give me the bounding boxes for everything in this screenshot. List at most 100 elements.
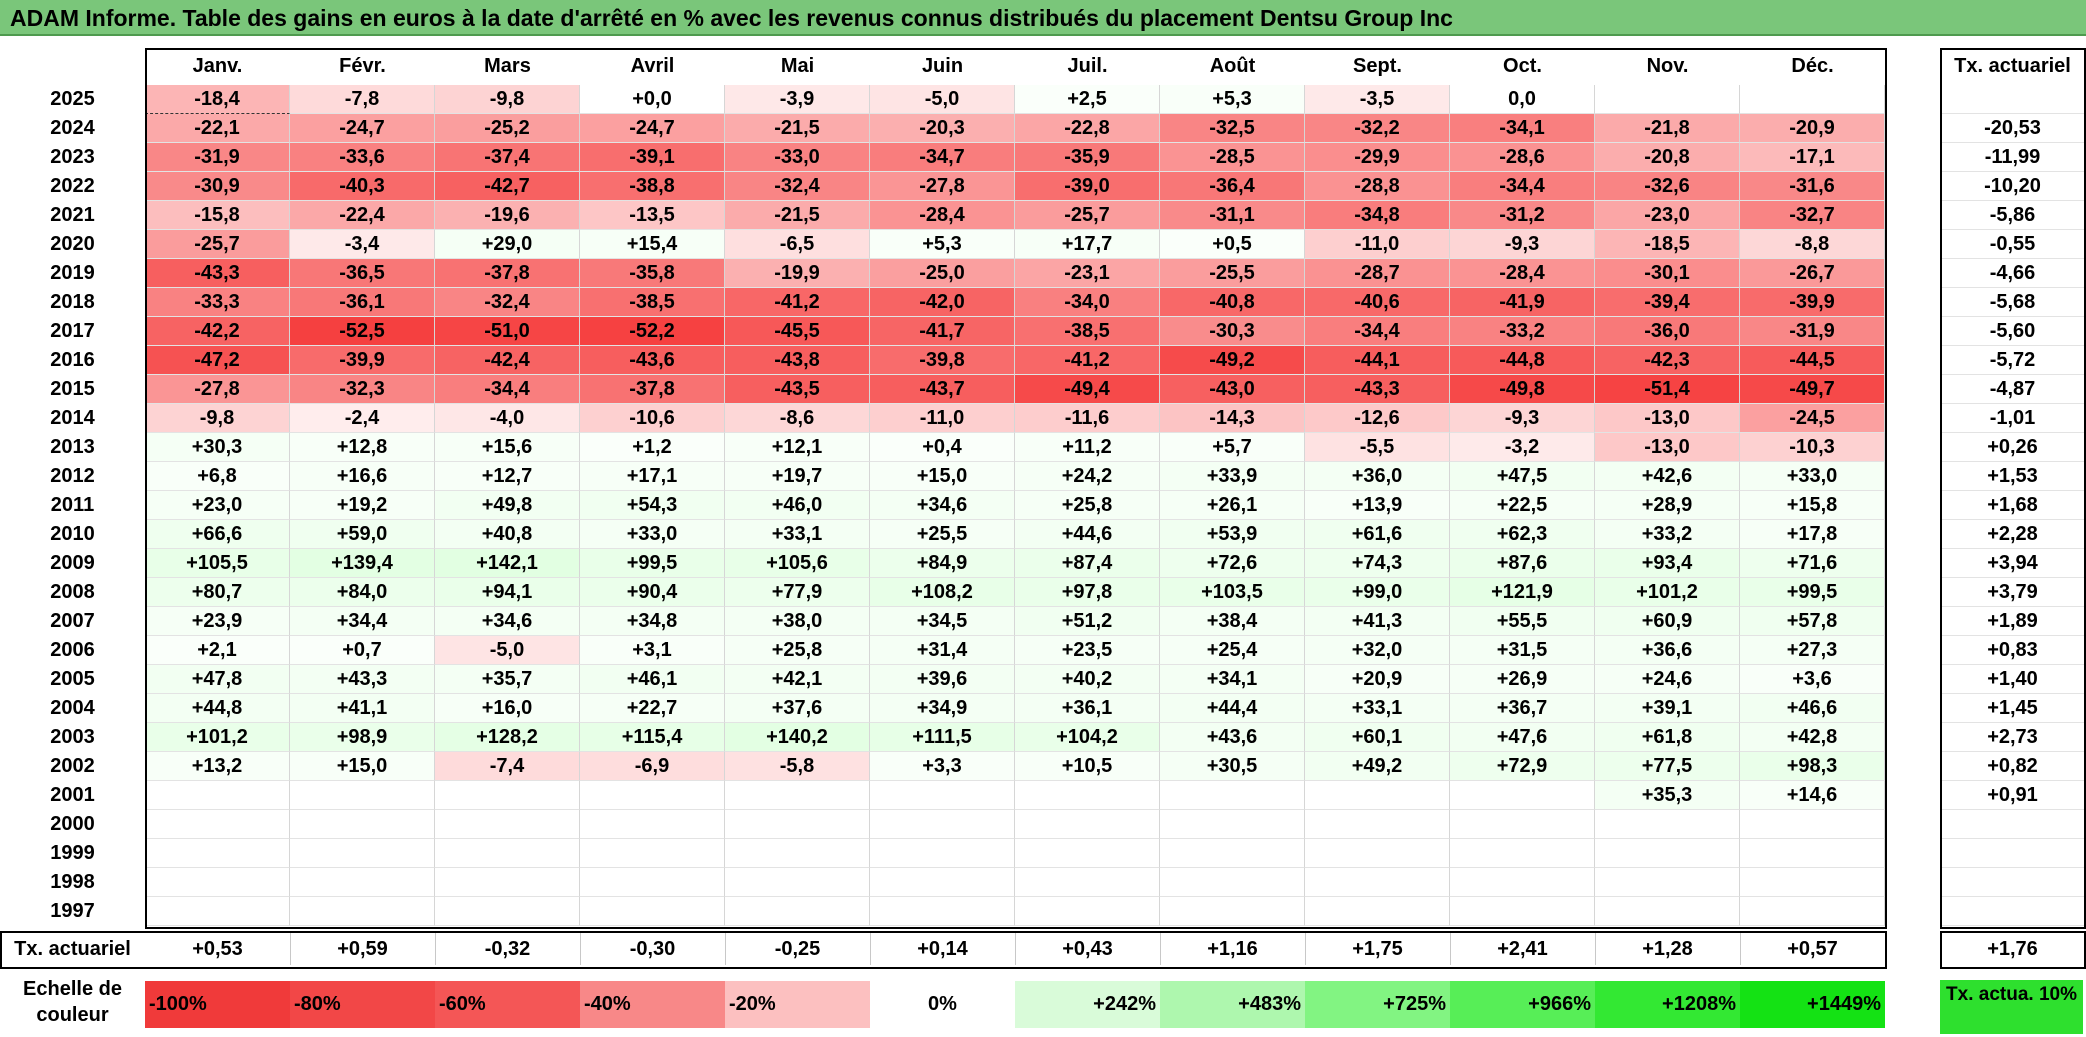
table-cell: +33,2 [1595, 520, 1740, 549]
table-cell: -20,3 [870, 114, 1015, 143]
table-cell: +31,5 [1450, 636, 1595, 665]
rate-cell: -0,55 [1940, 230, 2085, 259]
table-cell: +77,5 [1595, 752, 1740, 781]
scale-step: -100% [145, 981, 290, 1028]
rate-cell: +0,91 [1940, 781, 2085, 810]
year-label: 2019 [50, 262, 95, 284]
table-cell: +36,0 [1305, 462, 1450, 491]
table-cell: -34,7 [870, 143, 1015, 172]
table-cell: -4,0 [435, 404, 580, 433]
rate-cell: -5,60 [1940, 317, 2085, 346]
table-cell: +42,8 [1740, 723, 1885, 752]
table-cell: +84,9 [870, 549, 1015, 578]
year-label: 2001 [50, 784, 95, 806]
month-header: Mai [780, 55, 815, 77]
table-cell: -34,4 [435, 375, 580, 404]
table-cell: -38,8 [580, 172, 725, 201]
table-cell: +74,3 [1305, 549, 1450, 578]
column-separator [580, 933, 581, 965]
year-label: 2017 [50, 320, 95, 342]
footer-rate: +1,75 [1352, 938, 1403, 960]
rate-cell [1940, 85, 2085, 114]
table-cell: +22,7 [580, 694, 725, 723]
table-cell [1740, 810, 1885, 839]
month-header: Sept. [1353, 55, 1402, 77]
table-cell: +72,9 [1450, 752, 1595, 781]
table-cell: -43,3 [145, 259, 290, 288]
table-cell: +17,8 [1740, 520, 1885, 549]
year-label: 2007 [50, 610, 95, 632]
table-cell [1740, 85, 1885, 114]
footer-rate: +1,16 [1207, 938, 1258, 960]
table-cell [580, 868, 725, 897]
column-separator [1450, 933, 1451, 965]
table-cell: +35,3 [1595, 781, 1740, 810]
footer-rate: +0,59 [337, 938, 388, 960]
table-cell: -28,8 [1305, 172, 1450, 201]
footer-rate: +2,41 [1497, 938, 1548, 960]
table-cell: +103,5 [1160, 578, 1305, 607]
table-cell: -47,2 [145, 346, 290, 375]
table-cell: -18,4 [145, 85, 290, 114]
table-cell: +57,8 [1740, 607, 1885, 636]
table-cell: +38,0 [725, 607, 870, 636]
table-cell [725, 810, 870, 839]
table-cell: -49,7 [1740, 375, 1885, 404]
table-cell: -3,5 [1305, 85, 1450, 114]
table-cell: -28,4 [1450, 259, 1595, 288]
table-cell: +44,6 [1015, 520, 1160, 549]
table-cell: -31,6 [1740, 172, 1885, 201]
table-cell: +43,3 [290, 665, 435, 694]
scale-step: +725% [1305, 981, 1450, 1028]
table-cell: -39,9 [290, 346, 435, 375]
table-cell: +51,2 [1015, 607, 1160, 636]
table-cell: +34,9 [870, 694, 1015, 723]
table-cell: +99,0 [1305, 578, 1450, 607]
year-label: 2010 [50, 523, 95, 545]
table-cell: +99,5 [1740, 578, 1885, 607]
table-cell [1305, 897, 1450, 926]
table-cell: -13,0 [1595, 433, 1740, 462]
table-cell: +15,0 [290, 752, 435, 781]
table-cell: +15,4 [580, 230, 725, 259]
table-cell: -42,0 [870, 288, 1015, 317]
table-cell [725, 839, 870, 868]
table-cell: -39,1 [580, 143, 725, 172]
table-cell: +101,2 [1595, 578, 1740, 607]
table-cell: +27,3 [1740, 636, 1885, 665]
table-cell: +23,0 [145, 491, 290, 520]
table-cell: -5,5 [1305, 433, 1450, 462]
rate-cell: +1,45 [1940, 694, 2085, 723]
table-cell: +23,5 [1015, 636, 1160, 665]
table-cell: -9,3 [1450, 230, 1595, 259]
table-cell: +41,1 [290, 694, 435, 723]
footer-rate: -0,25 [774, 938, 821, 960]
table-cell: -30,3 [1160, 317, 1305, 346]
table-cell: -24,7 [580, 114, 725, 143]
table-cell: -42,7 [435, 172, 580, 201]
table-cell: +25,8 [1015, 491, 1160, 520]
table-cell [1450, 868, 1595, 897]
table-cell: -10,6 [580, 404, 725, 433]
column-separator [725, 933, 726, 965]
table-cell: +34,1 [1160, 665, 1305, 694]
table-cell: -43,3 [1305, 375, 1450, 404]
table-cell: -44,8 [1450, 346, 1595, 375]
table-cell: -6,5 [725, 230, 870, 259]
scale-step: +966% [1450, 981, 1595, 1028]
table-cell [145, 781, 290, 810]
column-separator [290, 933, 291, 965]
table-cell: +44,8 [145, 694, 290, 723]
table-cell [435, 810, 580, 839]
month-header: Nov. [1646, 55, 1689, 77]
table-cell: +3,1 [580, 636, 725, 665]
table-cell: +13,2 [145, 752, 290, 781]
table-cell [1305, 839, 1450, 868]
table-cell: +12,8 [290, 433, 435, 462]
table-cell: -25,7 [1015, 201, 1160, 230]
table-cell: +43,6 [1160, 723, 1305, 752]
table-cell: -32,2 [1305, 114, 1450, 143]
year-label: 2013 [50, 436, 95, 458]
table-cell: +0,0 [580, 85, 725, 114]
table-cell: +80,7 [145, 578, 290, 607]
